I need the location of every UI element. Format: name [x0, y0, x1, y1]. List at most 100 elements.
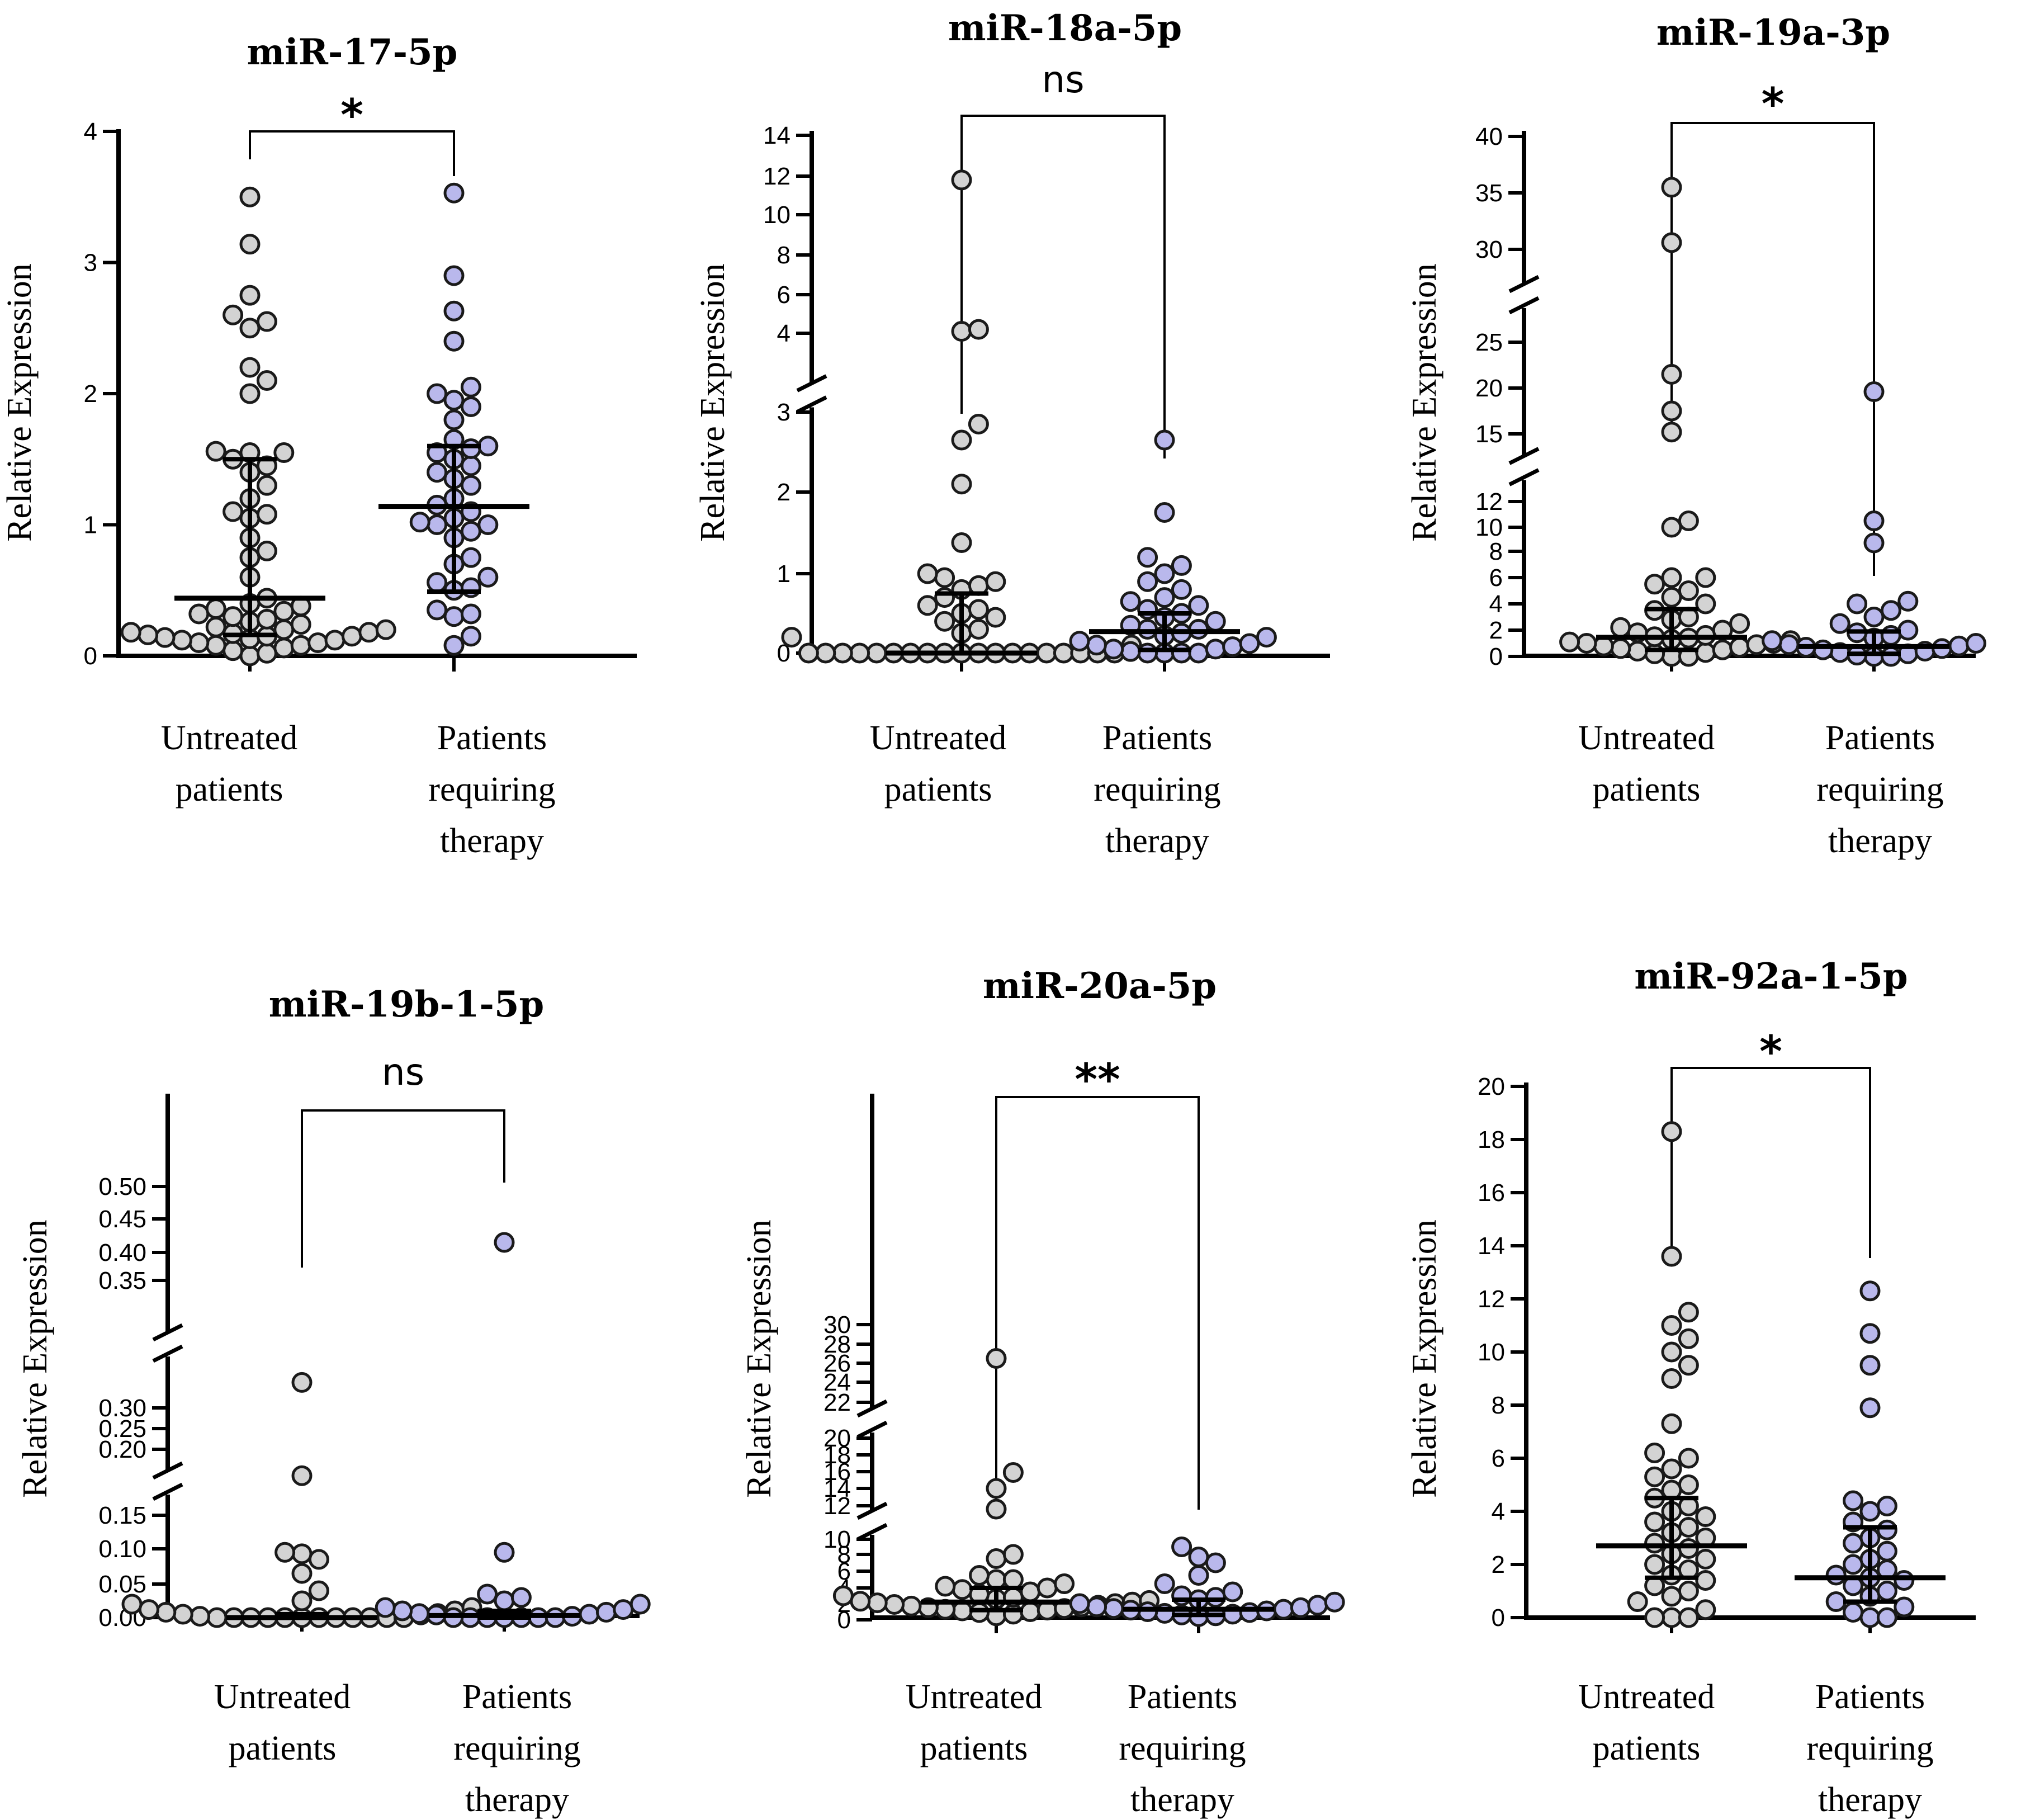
y-tick-label: 18: [1478, 1126, 1505, 1154]
y-tick-label: 0.20: [98, 1436, 146, 1463]
y-tick-label: 14: [823, 1475, 851, 1502]
point-untreated: [239, 234, 261, 255]
axis-break-mark: [152, 1344, 183, 1363]
category-label: Patients requiring therapy: [1806, 1678, 1933, 1819]
point-untreated: [138, 624, 159, 645]
point-untreated: [986, 1478, 1007, 1499]
point-therapy: [1188, 1565, 1209, 1586]
category-label-line: therapy: [440, 822, 544, 860]
point-therapy: [1137, 599, 1158, 620]
y-tick-label: 2: [777, 479, 791, 506]
point-untreated: [1002, 1462, 1024, 1483]
point-therapy: [460, 603, 481, 625]
category-label-line: Untreated: [1578, 719, 1715, 757]
point-untreated: [1610, 617, 1631, 638]
y-tick-label: 2: [1492, 1551, 1505, 1578]
category-label-line: therapy: [1818, 1781, 1922, 1819]
point-therapy: [494, 1542, 515, 1563]
point-untreated: [832, 642, 853, 664]
category-label-line: Patients: [1102, 719, 1212, 757]
panel-6: miR-92a-1-5p Relative Expression 0 2 4 6 8 10 12…: [1405, 956, 1976, 1819]
y-tick-label: 30: [823, 1311, 851, 1339]
point-therapy: [1069, 631, 1090, 652]
point-therapy: [1876, 1519, 1897, 1540]
category-label-line: Patients: [437, 719, 547, 757]
point-untreated: [1644, 1607, 1665, 1628]
point-therapy: [1859, 1280, 1881, 1302]
point-therapy: [494, 1590, 515, 1611]
point-therapy: [1171, 555, 1192, 576]
significance-bracket: [1670, 122, 1875, 576]
y-tick-label: 30: [1475, 236, 1503, 263]
point-untreated: [1729, 637, 1750, 658]
y-tick-label: 3: [777, 399, 791, 426]
point-untreated: [239, 383, 261, 404]
point-untreated: [968, 413, 989, 434]
point-untreated: [781, 627, 802, 648]
y-tick-label: 8: [777, 242, 791, 269]
point-untreated: [1695, 1599, 1716, 1620]
category-label: Patients requiring therapy: [453, 1678, 580, 1819]
point-untreated: [849, 642, 870, 664]
point-therapy: [1825, 1564, 1847, 1586]
point-therapy: [1863, 607, 1885, 627]
point-untreated: [1054, 1573, 1075, 1594]
point-therapy: [1825, 1591, 1847, 1612]
point-untreated: [205, 635, 226, 656]
point-untreated: [1661, 587, 1682, 608]
point-therapy: [443, 265, 465, 286]
axis-break-mark: [1508, 468, 1540, 486]
panel-title: miR-92a-1-5p: [1634, 956, 1908, 998]
point-therapy: [477, 1583, 498, 1605]
y-tick-label: 3: [84, 249, 97, 277]
y-tick-label: 0.15: [98, 1502, 146, 1529]
y-tick-label: 10: [1478, 1339, 1505, 1366]
point-untreated: [815, 642, 836, 664]
point-untreated: [1695, 1570, 1716, 1591]
point-therapy: [443, 330, 465, 352]
point-untreated: [968, 599, 989, 620]
point-therapy: [460, 455, 481, 476]
point-therapy: [1876, 1540, 1897, 1562]
point-untreated: [1678, 1538, 1699, 1559]
point-therapy: [1762, 630, 1783, 651]
y-tick-label: 0.35: [98, 1267, 146, 1294]
point-therapy: [460, 577, 481, 598]
y-tick-label: 0.40: [98, 1239, 146, 1266]
axis-break-mark: [152, 1482, 183, 1501]
y-tick-label: 12: [763, 163, 791, 190]
point-untreated: [1661, 1341, 1682, 1363]
point-untreated: [256, 370, 277, 391]
y-tick-label: 4: [84, 118, 97, 145]
point-untreated: [1678, 1328, 1699, 1349]
point-untreated: [256, 540, 277, 561]
point-therapy: [579, 1604, 600, 1625]
y-tick-label: 16: [1478, 1179, 1505, 1207]
point-therapy: [460, 376, 481, 398]
axis-break-mark: [1508, 296, 1540, 315]
point-untreated: [1661, 1368, 1682, 1389]
category-label-line: Patients: [462, 1678, 572, 1716]
point-therapy: [375, 1597, 396, 1618]
point-untreated: [1576, 633, 1597, 654]
y-tick-label: 4: [777, 320, 791, 347]
point-untreated: [934, 567, 955, 588]
point-therapy: [510, 1587, 532, 1608]
point-untreated: [1020, 1601, 1041, 1622]
category-label-line: requiring: [1816, 770, 1943, 809]
point-untreated: [1644, 1443, 1665, 1463]
y-tick-label: 0.45: [98, 1206, 146, 1233]
category-label-line: patients: [920, 1729, 1028, 1767]
y-tick-label: 0: [84, 642, 97, 670]
point-untreated: [171, 630, 192, 651]
point-untreated: [206, 1607, 228, 1628]
point-therapy: [1273, 1599, 1294, 1620]
point-untreated: [290, 614, 311, 635]
point-therapy: [1965, 633, 1986, 654]
point-therapy: [1897, 590, 1919, 612]
point-therapy: [460, 547, 481, 568]
point-therapy: [1876, 1581, 1897, 1601]
panel-title: miR-19b-1-5p: [269, 984, 545, 1025]
point-untreated: [273, 637, 295, 659]
